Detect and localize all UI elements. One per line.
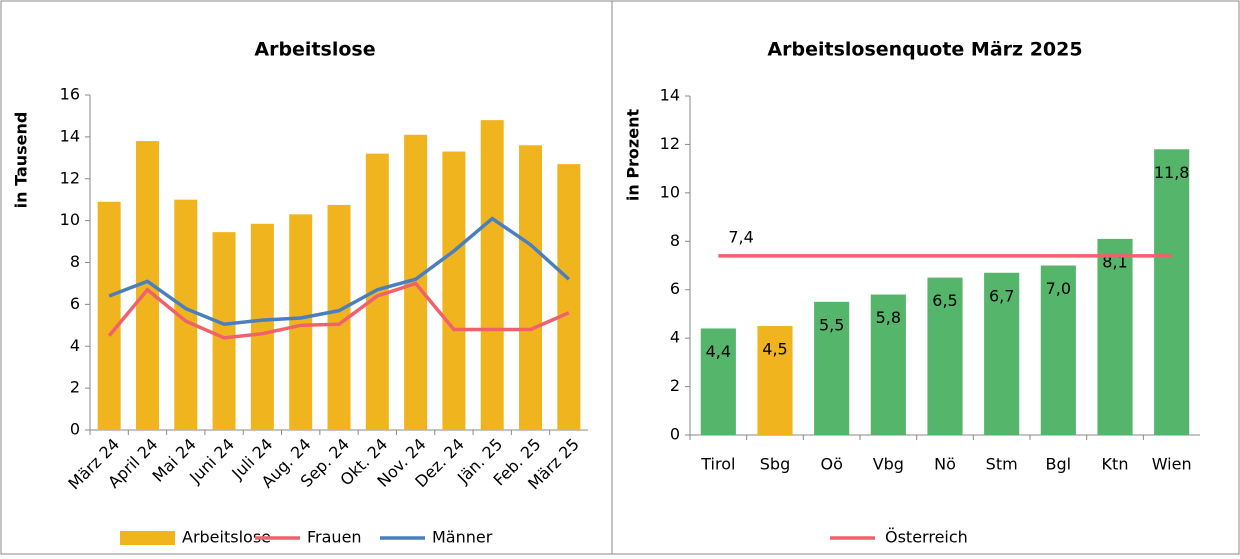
chart-title: Arbeitslosenquote März 2025	[767, 39, 1082, 61]
y-tick-label: 6	[70, 294, 80, 313]
y-tick-label: 14	[660, 86, 680, 105]
bar	[557, 164, 581, 430]
line	[107, 281, 570, 340]
x-tick-label: Oö	[820, 455, 842, 474]
bar	[442, 151, 466, 430]
y-tick-label: 0	[670, 425, 680, 444]
bar	[250, 223, 274, 430]
data-label: 6,7	[989, 286, 1014, 305]
bar	[97, 201, 121, 430]
data-label: 11,8	[1154, 163, 1190, 182]
y-axis-title: in Tausend	[12, 112, 31, 209]
y-tick-label: 8	[70, 252, 80, 271]
x-tick-label: Wien	[1152, 455, 1192, 474]
bar	[135, 141, 159, 430]
x-tick-label: Vbg	[873, 455, 904, 474]
data-label: 5,5	[819, 315, 844, 334]
x-tick-label: Bgl	[1046, 455, 1072, 474]
y-tick-label: 6	[670, 279, 680, 298]
legend-label: Österreich	[885, 528, 968, 547]
bar	[870, 294, 906, 435]
data-label: 4,5	[762, 340, 787, 359]
x-tick-label: Sbg	[760, 455, 790, 474]
y-axis-title: in Prozent	[624, 109, 643, 202]
bar	[289, 214, 313, 430]
reference-label: 7,4	[728, 227, 753, 246]
legend-label: Frauen	[307, 528, 362, 547]
y-tick-label: 12	[660, 134, 680, 153]
bar	[984, 272, 1020, 435]
bar	[327, 204, 351, 430]
y-tick-label: 2	[70, 378, 80, 397]
bar	[757, 326, 793, 435]
legend-swatch	[120, 531, 175, 545]
bar	[365, 153, 389, 430]
data-label: 6,5	[932, 291, 957, 310]
legend-label: Arbeitslose	[182, 528, 271, 547]
y-tick-label: 8	[670, 231, 680, 250]
data-label: 4,4	[706, 342, 731, 361]
bar	[1097, 238, 1133, 435]
y-tick-label: 4	[70, 336, 80, 355]
bar	[814, 301, 850, 435]
bar	[1154, 149, 1190, 435]
chart-title: Arbeitslose	[254, 39, 375, 61]
bar	[927, 277, 963, 435]
bar	[174, 199, 198, 430]
bar	[700, 328, 736, 435]
y-tick-label: 10	[660, 182, 680, 201]
y-tick-label: 12	[60, 168, 80, 187]
y-tick-label: 2	[670, 376, 680, 395]
y-tick-label: 14	[60, 126, 80, 145]
bar	[480, 120, 504, 430]
y-tick-label: 10	[60, 210, 80, 229]
y-tick-label: 4	[670, 328, 680, 347]
bar	[519, 145, 543, 430]
data-label: 5,8	[876, 308, 901, 327]
data-label: 7,0	[1046, 279, 1071, 298]
y-tick-label: 0	[70, 420, 80, 439]
x-tick-label: Nö	[934, 455, 956, 474]
y-tick-label: 16	[60, 85, 80, 104]
bar	[1040, 265, 1076, 435]
line	[108, 216, 571, 327]
x-tick-label: Ktn	[1102, 455, 1129, 474]
x-tick-label: Tirol	[700, 455, 735, 474]
legend-label: Männer	[432, 528, 493, 547]
bar	[212, 232, 236, 430]
x-tick-label: Stm	[986, 455, 1018, 474]
panel-right	[611, 0, 1240, 555]
